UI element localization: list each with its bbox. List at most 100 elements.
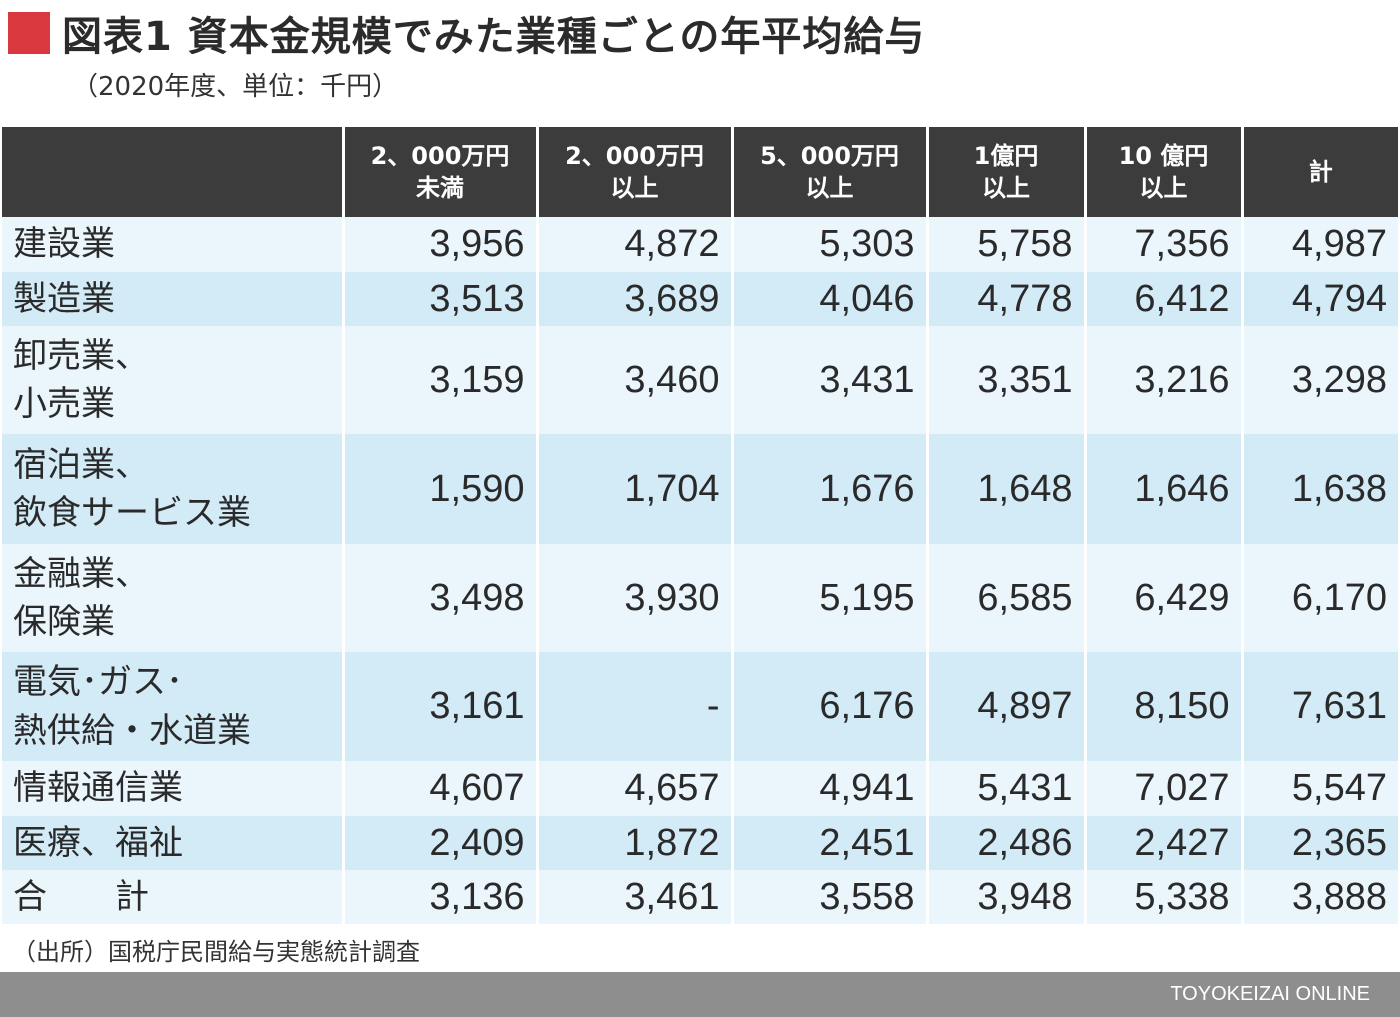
value-cell: 4,872: [535, 217, 732, 272]
footer-bar: TOYOKEIZAI ONLINE: [0, 972, 1400, 1017]
row-label-text: 熱供給・水道業: [13, 710, 251, 751]
value-cell: 4,778: [925, 272, 1085, 326]
table-row: 卸売業、 小売業 3,159 3,460 3,431 3,351 3,216 3,298: [2, 326, 1398, 434]
column-header-text: 以上: [1139, 174, 1188, 202]
value-cell: 3,461: [535, 870, 732, 924]
column-header-text: 10 億円: [1118, 141, 1209, 170]
value-cell: 6,170: [1240, 544, 1398, 652]
column-header: [2, 127, 343, 217]
value-cell: 7,631: [1240, 652, 1398, 761]
row-label-text: 電気･ガス･: [13, 662, 183, 703]
table-row: 金融業、 保険業 3,498 3,930 5,195 6,585 6,429 6,170: [2, 544, 1398, 652]
value-cell: 1,704: [535, 434, 732, 544]
footer-brand: TOYOKEIZAI ONLINE: [1170, 983, 1370, 1005]
row-label: 卸売業、 小売業: [2, 326, 343, 434]
table-row: 合 計 3,136 3,461 3,558 3,948 5,338 3,888: [2, 870, 1398, 924]
column-header: 5、000万円 以上: [730, 127, 927, 217]
row-label: 合 計: [2, 870, 343, 924]
table-row: 電気･ガス･ 熱供給・水道業 3,161-6,176 4,897 8,150 7,631: [2, 652, 1398, 761]
value-cell: 5,547: [1240, 761, 1398, 816]
value-cell: 2,451: [730, 816, 927, 870]
table-row: 製造業 3,513 3,689 4,046 4,778 6,412 4,794: [2, 272, 1398, 326]
value-cell: 3,161: [341, 652, 537, 761]
value-cell: 3,689: [535, 272, 732, 326]
row-label-text: 医療、福祉: [13, 822, 183, 863]
row-label: 宿泊業、飲食サービス業: [2, 434, 343, 544]
value-cell: 7,356: [1083, 217, 1242, 272]
value-cell: 4,657: [535, 761, 732, 816]
column-header-text: 2、000万円: [370, 141, 510, 170]
value-cell: 3,888: [1240, 870, 1398, 924]
table-row: 建設業 3,956 4,872 5,303 5,758 7,356 4,987: [2, 217, 1398, 272]
row-label: 医療、福祉: [2, 816, 343, 870]
column-header: 計: [1240, 127, 1398, 217]
table-row: 宿泊業、 飲食サービス業 1,590 1,704 1,676 1,648 1,646 1,63…: [2, 434, 1398, 544]
value-cell: 3,351: [925, 326, 1085, 434]
value-cell: 1,676: [730, 434, 927, 544]
value-cell: 3,136: [341, 870, 537, 924]
value-cell: 2,365: [1240, 816, 1398, 870]
row-label-text: 情報通信業: [13, 768, 183, 809]
value-cell: 4,987: [1240, 217, 1398, 272]
value-cell: 1,872: [535, 816, 732, 870]
row-label: 製造業: [2, 272, 343, 326]
column-header-text: 2、000万円: [565, 141, 704, 170]
value-cell: 5,431: [925, 761, 1085, 816]
value-cell: 5,195: [730, 544, 927, 652]
value-cell: 3,159: [341, 326, 537, 434]
value-cell: 4,607: [341, 761, 537, 816]
value-cell: 3,431: [730, 326, 927, 434]
table-body: 建設業 3,956 4,872 5,303 5,758 7,356 4,987 製造業 3,51…: [2, 217, 1398, 924]
column-header-text: 計: [1308, 157, 1333, 186]
value-cell: 6,585: [925, 544, 1085, 652]
value-cell: 5,758: [925, 217, 1085, 272]
salary-table: 2、000万円 未満 2、000万円 以上 5、000万円 以上 1億円 以上 10 億円 以上計…: [2, 127, 1398, 924]
column-header: 2、000万円 以上: [535, 127, 732, 217]
value-cell: 3,513: [341, 272, 537, 326]
value-cell: 3,460: [535, 326, 732, 434]
column-header-text: 未満: [416, 174, 464, 202]
title-row: 図表1 資本金規模でみた業種ごとの年平均給与: [8, 6, 925, 60]
value-cell: 4,941: [730, 761, 927, 816]
column-header: 2、000万円 未満: [341, 127, 537, 217]
row-label-text: 宿泊業、: [13, 444, 149, 485]
column-header-text: 5、000万円: [760, 141, 899, 170]
column-header-text: 以上: [982, 174, 1030, 202]
value-cell: 3,956: [341, 217, 537, 272]
value-cell: 1,648: [925, 434, 1085, 544]
column-header: 10 億円以上: [1083, 127, 1242, 217]
value-cell: 1,638: [1240, 434, 1398, 544]
row-label: 電気･ガス･ 熱供給・水道業: [2, 652, 343, 761]
value-cell: 1,646: [1083, 434, 1242, 544]
row-label-text: 保険業: [13, 602, 115, 642]
row-label-text: 飲食サービス業: [13, 493, 251, 533]
chart-subtitle: （2020年度、単位：千円）: [72, 72, 399, 102]
source-note: （出所）国税庁民間給与実態統計調査: [12, 938, 420, 966]
value-cell: 1,590: [341, 434, 537, 544]
value-cell: 3,948: [925, 870, 1085, 924]
value-cell: 5,303: [730, 217, 927, 272]
table-row: 情報通信業 4,607 4,657 4,941 5,431 7,027 5,547: [2, 761, 1398, 816]
chart-title: 図表1 資本金規模でみた業種ごとの年平均給与: [62, 14, 926, 60]
value-cell: 4,046: [730, 272, 927, 326]
table-row: 医療、福祉 2,409 1,872 2,451 2,486 2,427 2,365: [2, 816, 1398, 870]
value-cell: 8,150: [1083, 652, 1242, 761]
row-label-text: 小売業: [13, 384, 115, 424]
row-label-text: 製造業: [13, 278, 115, 319]
row-label-text: 建設業: [13, 224, 115, 265]
value-cell: 2,409: [341, 816, 537, 870]
column-header-text: 以上: [805, 174, 854, 202]
table-header-row: 2、000万円 未満 2、000万円 以上 5、000万円 以上 1億円 以上 10 億円 以上計: [2, 127, 1398, 217]
row-label: 建設業: [2, 217, 343, 272]
value-cell: 5,338: [1083, 870, 1242, 924]
row-label-text: 卸売業、: [13, 335, 149, 376]
value-cell: 3,216: [1083, 326, 1242, 434]
value-cell: 6,412: [1083, 272, 1242, 326]
value-cell: -: [535, 652, 732, 761]
value-cell: 2,427: [1083, 816, 1242, 870]
value-cell: 3,498: [341, 544, 537, 652]
row-label-text: 金融業、: [13, 553, 149, 594]
column-header-text: 以上: [610, 174, 659, 202]
title-marker-icon: [8, 12, 50, 54]
value-cell: 6,176: [730, 652, 927, 761]
